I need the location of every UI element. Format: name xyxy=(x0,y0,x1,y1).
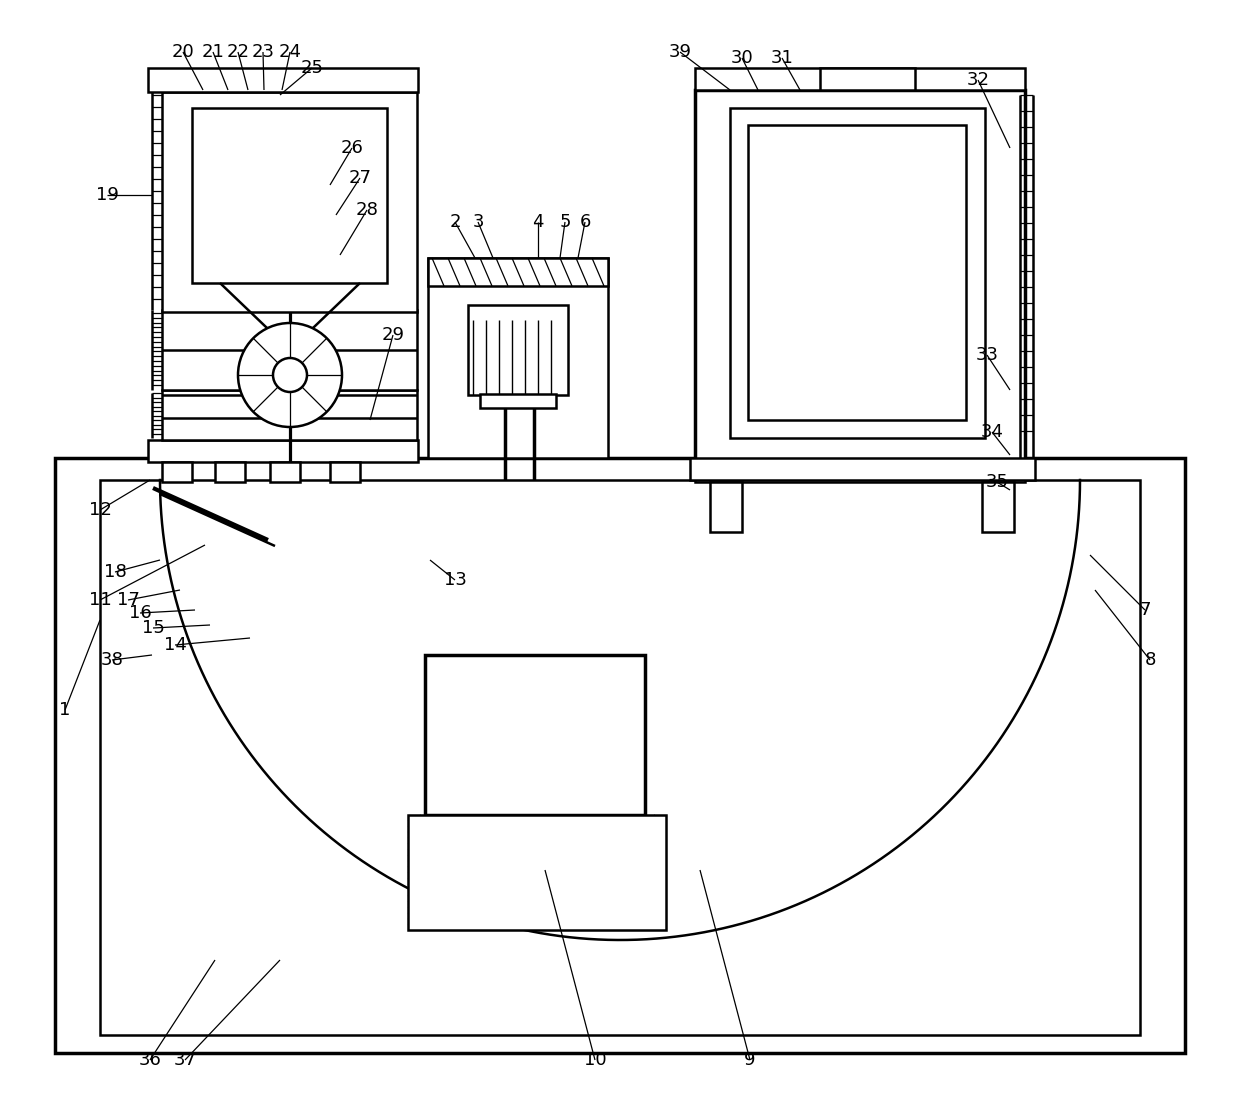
Text: 19: 19 xyxy=(95,186,119,204)
Text: 32: 32 xyxy=(966,71,990,89)
Text: 24: 24 xyxy=(279,43,301,61)
Text: 35: 35 xyxy=(986,473,1008,491)
Bar xyxy=(748,126,966,420)
Bar xyxy=(100,480,1140,1035)
Bar xyxy=(55,458,1185,1053)
Text: 22: 22 xyxy=(227,43,249,61)
Text: 25: 25 xyxy=(300,59,324,77)
Text: 1: 1 xyxy=(60,701,71,719)
Text: 14: 14 xyxy=(164,635,186,654)
Bar xyxy=(694,90,1025,460)
Bar xyxy=(162,92,417,312)
Text: 9: 9 xyxy=(744,1051,755,1069)
Text: 38: 38 xyxy=(100,651,124,669)
Text: 2: 2 xyxy=(449,213,461,231)
Bar xyxy=(281,88,298,110)
Text: 27: 27 xyxy=(348,169,372,187)
Text: 3: 3 xyxy=(472,213,484,231)
Bar xyxy=(982,482,1014,532)
Bar xyxy=(428,258,608,286)
Bar xyxy=(148,440,418,462)
Text: 13: 13 xyxy=(444,571,466,589)
Bar xyxy=(694,460,1025,482)
Bar xyxy=(215,462,246,482)
Text: 5: 5 xyxy=(559,213,570,231)
Text: 20: 20 xyxy=(171,43,195,61)
Bar xyxy=(408,815,666,930)
Bar xyxy=(162,390,417,440)
Text: 12: 12 xyxy=(88,501,112,519)
Bar xyxy=(689,458,1035,480)
Bar xyxy=(820,68,915,90)
Text: 28: 28 xyxy=(356,201,378,219)
Text: 6: 6 xyxy=(579,213,590,231)
Text: 33: 33 xyxy=(976,346,998,364)
Text: 18: 18 xyxy=(104,563,126,581)
Text: 23: 23 xyxy=(252,43,274,61)
Circle shape xyxy=(273,358,308,392)
Text: 16: 16 xyxy=(129,604,151,622)
Text: 37: 37 xyxy=(174,1051,196,1069)
Text: 11: 11 xyxy=(88,591,112,609)
Bar xyxy=(428,258,608,458)
Bar xyxy=(425,655,645,815)
Bar xyxy=(270,462,300,482)
Bar xyxy=(467,306,568,396)
Text: 17: 17 xyxy=(117,591,139,609)
Bar xyxy=(148,68,418,92)
Text: 39: 39 xyxy=(668,43,692,61)
Bar xyxy=(694,68,1025,90)
Text: 30: 30 xyxy=(730,49,754,67)
Bar xyxy=(162,310,417,390)
Text: 36: 36 xyxy=(139,1051,161,1069)
Bar xyxy=(162,462,192,482)
Text: 7: 7 xyxy=(1140,601,1151,619)
Bar xyxy=(711,482,742,532)
Text: 10: 10 xyxy=(584,1051,606,1069)
Bar xyxy=(730,108,985,438)
Circle shape xyxy=(238,323,342,427)
Bar xyxy=(480,394,556,408)
Text: 21: 21 xyxy=(202,43,224,61)
Text: 15: 15 xyxy=(141,619,165,637)
Text: 34: 34 xyxy=(981,423,1003,441)
Text: 4: 4 xyxy=(532,213,544,231)
Text: 8: 8 xyxy=(1145,651,1156,669)
Text: 31: 31 xyxy=(770,49,794,67)
Text: 26: 26 xyxy=(341,139,363,157)
Bar xyxy=(330,462,360,482)
Text: 29: 29 xyxy=(382,326,404,344)
Bar xyxy=(192,108,387,283)
